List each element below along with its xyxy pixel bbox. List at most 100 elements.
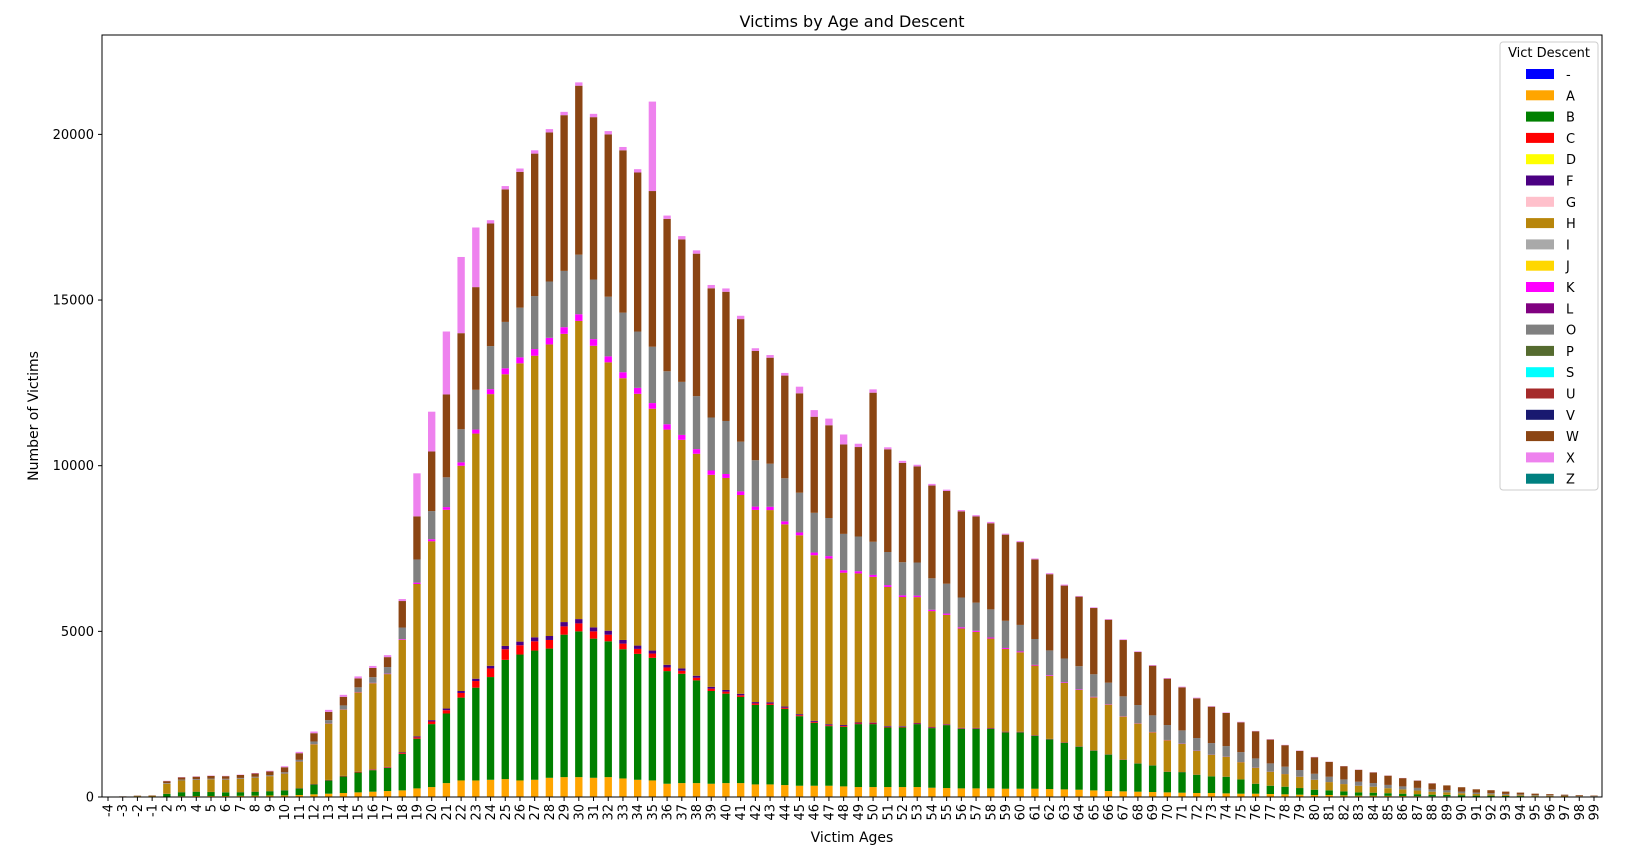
bar-segment-X-age-15 <box>354 676 362 679</box>
bar-segment-W-age-9 <box>266 771 274 776</box>
x-tick-label: 32 <box>602 804 617 821</box>
bar-segment-K-age-38 <box>692 449 701 454</box>
bar-segment-H-age-34 <box>633 393 642 646</box>
bar-segment-B-age-91 <box>1472 795 1480 797</box>
bar-segment-W-age-38 <box>692 253 701 397</box>
bar-segment-H-age-54 <box>928 611 936 728</box>
x-tick-label: 5 <box>204 804 219 812</box>
legend-label: - <box>1566 68 1571 83</box>
x-tick-label: 94 <box>1514 804 1529 821</box>
bar-segment-O-age-80 <box>1310 773 1319 780</box>
bar-segment-X-age-50 <box>869 389 877 393</box>
bar-segment-A-age-66 <box>1104 791 1113 797</box>
bar-segment-W-age-72 <box>1193 698 1201 739</box>
bar-segment-O-age-42 <box>751 460 760 507</box>
bar-segment-K-age-54 <box>928 609 936 612</box>
bar-segment-A-age-65 <box>1090 790 1098 797</box>
bar-segment-X-age-39 <box>707 284 715 289</box>
bar-segment-A-age-22 <box>457 780 465 797</box>
bar-segment-X-age-8 <box>251 772 259 774</box>
bar-segment-O-age-29 <box>560 270 568 328</box>
bar-segment-B-age-85 <box>1384 793 1392 796</box>
legend-swatch <box>1526 90 1554 101</box>
bar-segment-F-age-25 <box>501 645 509 650</box>
bar-segment-K-age-63 <box>1060 682 1069 683</box>
bar-segment-K-age-32 <box>604 356 612 363</box>
bar-segment-F-age-44 <box>781 706 789 708</box>
bar-segment-X-age-42 <box>751 348 760 351</box>
bar-segment-W-age-81 <box>1325 761 1333 777</box>
x-tick-label: 16 <box>366 804 381 821</box>
bar-segment-X-age-12 <box>310 731 318 734</box>
bar-segment-K-age-37 <box>678 434 686 440</box>
x-tick-label: 50 <box>867 804 882 821</box>
bar-segment-W-age-97 <box>1560 794 1569 796</box>
x-tick-label: 30 <box>572 804 587 821</box>
bar-segment-C-age-34 <box>633 648 642 654</box>
bar-segment-W-age-79 <box>1296 750 1304 771</box>
x-tick-label: 72 <box>1190 804 1205 821</box>
bar-segment-K-age-56 <box>957 627 966 629</box>
bar-segment-H-age-92 <box>1487 794 1495 796</box>
bar-segment-C-age-49 <box>854 723 863 725</box>
bar-segment-A-age-37 <box>678 783 686 797</box>
bar-segment-B-age-54 <box>928 728 936 788</box>
bar-segment-C-age-19 <box>413 737 421 739</box>
bar-segment-X-age-72 <box>1193 697 1201 699</box>
bar-segment-W-age-89 <box>1443 785 1451 791</box>
bar-segment-F-age-51 <box>884 726 892 727</box>
x-tick-label: 19 <box>410 804 425 821</box>
bar-segment-H-age-37 <box>678 439 686 669</box>
bar-segment-O-age-57 <box>972 602 980 631</box>
bar-segment-O-age-5 <box>207 778 215 780</box>
bar-segment-O-age-93 <box>1502 793 1510 795</box>
bar-segment-O-age-49 <box>854 536 863 572</box>
bar-segment-B-age-82 <box>1340 791 1348 796</box>
bar-segment-A-age-25 <box>501 779 509 797</box>
bar-segment-A-age-71 <box>1178 792 1186 797</box>
legend-swatch <box>1526 260 1554 271</box>
bar-segment-F-age-48 <box>839 725 848 726</box>
bar-segment-H-age-15 <box>354 692 362 772</box>
x-tick-label: 74 <box>1220 804 1235 821</box>
bar-segment-W-age-19 <box>413 516 421 560</box>
x-tick-label: 3 <box>175 804 190 812</box>
bar-segment-H-age-9 <box>266 776 274 792</box>
bar-segment-A-age-26 <box>516 780 524 797</box>
legend-label: U <box>1566 388 1576 403</box>
legend-title: Vict Descent <box>1508 46 1590 61</box>
x-tick-label: 55 <box>940 804 955 821</box>
bar-segment-A-age-34 <box>633 779 642 797</box>
x-tick-label: 66 <box>1102 804 1117 821</box>
bar-segment-W-age-14 <box>339 696 348 706</box>
bar-segment-O-age-35 <box>648 346 657 404</box>
bar-segment-X-age-19 <box>413 473 421 517</box>
x-tick-label: 38 <box>690 804 705 821</box>
bar-segment-H-age-75 <box>1237 762 1245 780</box>
bar-segment-C-age-20 <box>428 721 436 725</box>
bar-segment-W-age-41 <box>736 319 745 442</box>
bar-segment-B-age-86 <box>1399 793 1407 797</box>
bar-segment-B-age-11 <box>295 788 303 796</box>
bar-segment-O-age-16 <box>369 677 377 683</box>
bar-segment-B-age-76 <box>1251 783 1260 794</box>
x-tick-label: 73 <box>1205 804 1220 821</box>
bar-segment-K-age-62 <box>1045 675 1054 676</box>
x-tick-label: 85 <box>1382 804 1397 821</box>
bar-segment-W-age-95 <box>1531 793 1539 795</box>
bar-segment-C-age-23 <box>472 681 480 688</box>
bar-segment-B-age-39 <box>707 690 715 784</box>
bar-segment-W-age-17 <box>383 657 392 668</box>
x-tick-label: 77 <box>1264 804 1279 821</box>
bar-segment-H-age-8 <box>251 777 259 792</box>
bar-segment-B-age-46 <box>810 722 818 786</box>
bar-segment-A-age-50 <box>869 787 877 797</box>
bar-segment-K-age-24 <box>486 389 495 395</box>
bar-segment-A-age-73 <box>1207 793 1216 797</box>
bar-segment-O-age-18 <box>398 627 406 640</box>
x-tick-label: 75 <box>1234 804 1249 821</box>
x-tick-label: 21 <box>440 804 455 821</box>
bar-segment-H-age-79 <box>1296 776 1304 788</box>
bar-segment-K-age-27 <box>531 349 539 356</box>
bar-segment-X-age-57 <box>972 515 980 517</box>
